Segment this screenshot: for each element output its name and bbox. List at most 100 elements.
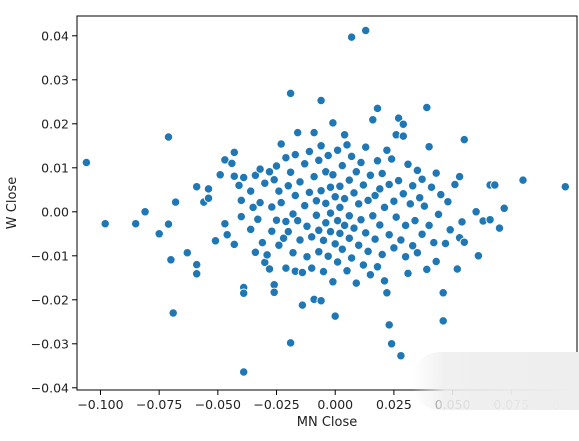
y-axis-ticks: −0.04 −0.03 −0.02 −0.01 0.00 0.01 0.02 0.03 0.04 [31, 28, 77, 395]
plot-frame [76, 15, 578, 391]
data-point [220, 219, 230, 229]
x-tick-label: 0.000 [317, 397, 353, 412]
data-point [342, 140, 352, 150]
data-point [328, 277, 338, 287]
x-tick-label: −0.050 [195, 397, 241, 412]
y-tick-label: 0.02 [41, 116, 69, 131]
data-point [365, 270, 376, 280]
data-point [379, 276, 390, 286]
data-point [163, 219, 174, 229]
data-point [314, 225, 324, 235]
data-point [372, 262, 383, 272]
data-point [422, 102, 432, 113]
data-point [192, 182, 202, 192]
data-point [351, 278, 361, 288]
data-point [269, 175, 279, 185]
data-point [278, 233, 289, 243]
data-point [375, 184, 385, 194]
data-point [309, 171, 319, 182]
data-point [494, 223, 505, 233]
data-point [300, 159, 310, 169]
data-point [267, 226, 277, 236]
points-layer [81, 25, 570, 377]
data-point [396, 235, 406, 245]
data-point [271, 161, 282, 171]
data-point [295, 177, 305, 187]
data-point [328, 118, 338, 128]
data-point [361, 142, 371, 152]
data-point [314, 247, 324, 257]
y-tick-label: 0.01 [41, 160, 69, 175]
data-point [344, 233, 354, 243]
data-point [431, 256, 441, 267]
data-point [192, 269, 202, 279]
data-point [393, 175, 404, 186]
data-point [236, 211, 246, 222]
x-tick-label: −0.100 [77, 397, 123, 412]
data-point [281, 153, 291, 163]
data-point [281, 263, 291, 273]
data-point [389, 243, 399, 253]
data-point [384, 179, 394, 190]
data-point [379, 202, 390, 213]
data-point [358, 180, 369, 190]
data-point [339, 130, 350, 140]
data-point [356, 215, 366, 225]
data-point [415, 193, 425, 203]
data-point [344, 175, 354, 185]
y-tick-label: 0.00 [41, 204, 69, 219]
data-point [227, 158, 237, 169]
data-point [250, 170, 261, 180]
data-point [382, 288, 392, 298]
data-point [490, 180, 500, 190]
y-tick-label: −0.04 [31, 380, 69, 395]
data-point [283, 226, 293, 237]
data-point [363, 195, 373, 206]
data-point [452, 264, 462, 274]
data-point [290, 190, 300, 201]
data-point [349, 188, 359, 198]
data-point [131, 219, 141, 229]
data-point [377, 249, 387, 260]
data-point [403, 159, 413, 169]
data-point [412, 248, 423, 258]
data-point [368, 211, 378, 221]
data-point [285, 88, 296, 99]
data-point [335, 181, 345, 191]
data-point [375, 220, 385, 230]
data-point [356, 157, 366, 168]
data-point [438, 316, 448, 326]
data-point [419, 201, 430, 211]
y-axis-label: W Close [5, 177, 20, 229]
data-point [386, 154, 397, 164]
data-point [293, 215, 303, 226]
data-point [405, 199, 415, 209]
data-point [349, 223, 359, 233]
data-point [276, 197, 286, 208]
data-point [429, 237, 439, 248]
data-point [297, 267, 308, 278]
data-point [339, 220, 350, 231]
data-point [168, 308, 178, 318]
watermark-overlay [412, 352, 579, 410]
data-point [269, 287, 279, 297]
data-point [330, 192, 340, 202]
data-point [311, 196, 322, 206]
data-point [499, 203, 509, 213]
data-point [203, 184, 214, 194]
x-tick-label: 0.025 [376, 397, 412, 412]
data-point [154, 229, 164, 239]
data-point [351, 167, 361, 177]
data-point [424, 142, 434, 152]
data-point [412, 165, 423, 176]
x-tick-label: −0.075 [136, 397, 182, 412]
data-point [325, 182, 336, 192]
data-point [396, 351, 406, 361]
data-point [443, 197, 453, 207]
y-tick-label: −0.02 [31, 292, 69, 307]
data-point [370, 234, 380, 244]
data-point [316, 95, 326, 106]
data-point [234, 180, 244, 191]
data-point [283, 181, 293, 191]
data-point [445, 225, 455, 235]
